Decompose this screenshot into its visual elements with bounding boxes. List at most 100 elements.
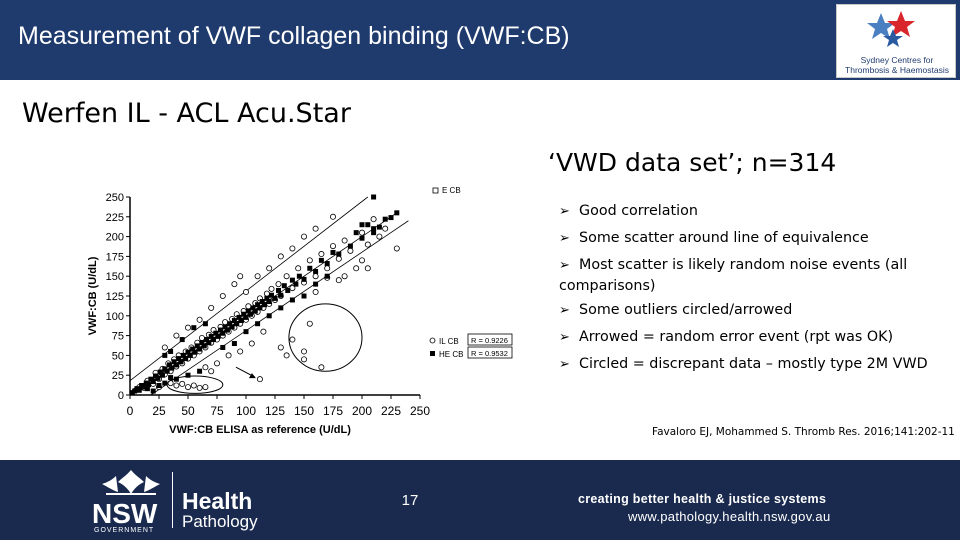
data-point-square bbox=[272, 295, 278, 301]
x-tick-label: 150 bbox=[294, 404, 314, 418]
sydney-centres-logo: Sydney Centres for Thrombosis & Haemosta… bbox=[836, 4, 956, 78]
data-point-circle bbox=[312, 225, 319, 232]
data-point-square bbox=[262, 302, 268, 308]
data-point-square bbox=[250, 305, 256, 311]
data-point-square bbox=[289, 277, 295, 283]
data-point-circle bbox=[393, 245, 400, 252]
data-point-square bbox=[394, 210, 400, 216]
y-tick-label: 50 bbox=[112, 350, 124, 362]
y-tick-label: 0 bbox=[118, 390, 124, 402]
nsw-wordmark: NSW bbox=[92, 498, 158, 529]
data-point-circle bbox=[295, 265, 302, 272]
data-point-circle bbox=[312, 273, 319, 280]
data-point-square bbox=[278, 305, 284, 311]
data-point-circle bbox=[312, 289, 319, 296]
data-point-square bbox=[281, 283, 287, 289]
bullet-text: Some scatter around line of equivalence bbox=[579, 230, 869, 246]
data-point-square bbox=[192, 349, 198, 355]
x-tick-label: 0 bbox=[127, 404, 134, 418]
data-point-square bbox=[144, 386, 150, 392]
x-axis-label: VWF:CB ELISA as reference (U/dL) bbox=[169, 424, 351, 436]
data-point-circle bbox=[283, 273, 290, 280]
data-point-circle bbox=[248, 340, 255, 347]
data-point-square bbox=[255, 321, 261, 327]
data-point-square bbox=[236, 314, 242, 320]
data-point-circle bbox=[173, 382, 180, 389]
arrow-bullet-icon: ➢ bbox=[559, 231, 570, 246]
data-point-square bbox=[173, 376, 179, 382]
data-point-square bbox=[248, 311, 254, 317]
x-tick-label: 225 bbox=[381, 404, 401, 418]
data-point-square bbox=[234, 321, 240, 327]
data-point-square bbox=[231, 318, 237, 324]
bullet-text: Good correlation bbox=[579, 203, 698, 219]
arrow-bullet-icon: ➢ bbox=[559, 204, 570, 219]
data-point-square bbox=[166, 362, 172, 368]
data-point-square bbox=[217, 327, 223, 333]
data-point-circle bbox=[196, 316, 203, 323]
data-point-square bbox=[179, 337, 185, 343]
data-point-circle bbox=[283, 352, 290, 359]
data-point-square bbox=[318, 257, 324, 263]
data-point-circle bbox=[179, 380, 186, 387]
x-tick-label: 50 bbox=[181, 404, 195, 418]
data-point-circle bbox=[347, 247, 354, 254]
data-point-square bbox=[211, 337, 217, 343]
x-tick-label: 100 bbox=[236, 404, 256, 418]
legend-marker-circle bbox=[429, 337, 436, 344]
data-point-square bbox=[245, 308, 251, 314]
data-point-circle bbox=[213, 360, 220, 367]
data-point-square bbox=[255, 302, 261, 308]
arrow-bullet-icon: ➢ bbox=[559, 303, 570, 318]
data-point-circle bbox=[341, 273, 348, 280]
data-point-square bbox=[243, 314, 249, 320]
waratah-logo-icon bbox=[102, 470, 160, 495]
y-tick-label: 250 bbox=[106, 192, 124, 204]
r-value-label: R = 0.9532 bbox=[471, 349, 508, 358]
data-point-square bbox=[168, 348, 174, 354]
instrument-subtitle: Werfen IL - ACL Acu.Star bbox=[22, 98, 351, 129]
footer-bar bbox=[0, 460, 960, 540]
data-point-square bbox=[285, 287, 291, 293]
y-tick-label: 100 bbox=[106, 311, 124, 323]
data-point-square bbox=[275, 287, 281, 293]
data-point-square bbox=[185, 372, 191, 378]
data-point-square bbox=[156, 382, 162, 388]
list-item: ➢ Arrowed = random error event (rpt was O… bbox=[559, 324, 929, 351]
data-point-circle bbox=[277, 344, 284, 351]
data-point-square bbox=[313, 281, 319, 287]
footer-tagline: creating better health & justice systems bbox=[578, 492, 827, 506]
data-point-square bbox=[376, 224, 382, 230]
data-point-circle bbox=[202, 384, 209, 391]
data-point-square bbox=[201, 343, 207, 349]
data-point-square bbox=[359, 222, 365, 228]
data-point-square bbox=[388, 215, 394, 221]
data-point-circle bbox=[364, 265, 371, 272]
data-point-square bbox=[301, 293, 307, 299]
y-tick-label: 225 bbox=[106, 212, 124, 224]
legend-label-top: E CB bbox=[442, 186, 461, 195]
data-point-square bbox=[259, 299, 265, 305]
x-tick-label: 25 bbox=[152, 404, 166, 418]
data-point-square bbox=[204, 337, 210, 343]
slide-title: Measurement of VWF collagen binding (VWF… bbox=[18, 22, 570, 50]
logo-text-line2: Thrombosis & Haemostasis bbox=[845, 65, 949, 75]
data-point-square bbox=[336, 251, 342, 257]
data-point-square bbox=[178, 359, 184, 365]
data-point-square bbox=[220, 344, 226, 350]
data-point-circle bbox=[237, 273, 244, 280]
data-point-square bbox=[301, 276, 307, 282]
header-bar: Measurement of VWF collagen binding (VWF… bbox=[0, 0, 960, 80]
data-point-circle bbox=[335, 277, 342, 284]
arrow-bullet-icon: ➢ bbox=[559, 258, 570, 273]
data-point-circle bbox=[173, 332, 180, 339]
data-point-circle bbox=[364, 241, 371, 248]
arrow-head-icon bbox=[248, 373, 256, 379]
data-point-circle bbox=[225, 352, 232, 359]
y-axis-label: VWF:CB (U/dL) bbox=[87, 256, 99, 335]
data-point-square bbox=[252, 308, 258, 314]
data-point-circle bbox=[208, 304, 215, 311]
data-point-circle bbox=[335, 255, 342, 262]
r-value-box bbox=[467, 333, 513, 346]
bullet-text: Arrowed = random error event (rpt was OK… bbox=[579, 329, 894, 345]
